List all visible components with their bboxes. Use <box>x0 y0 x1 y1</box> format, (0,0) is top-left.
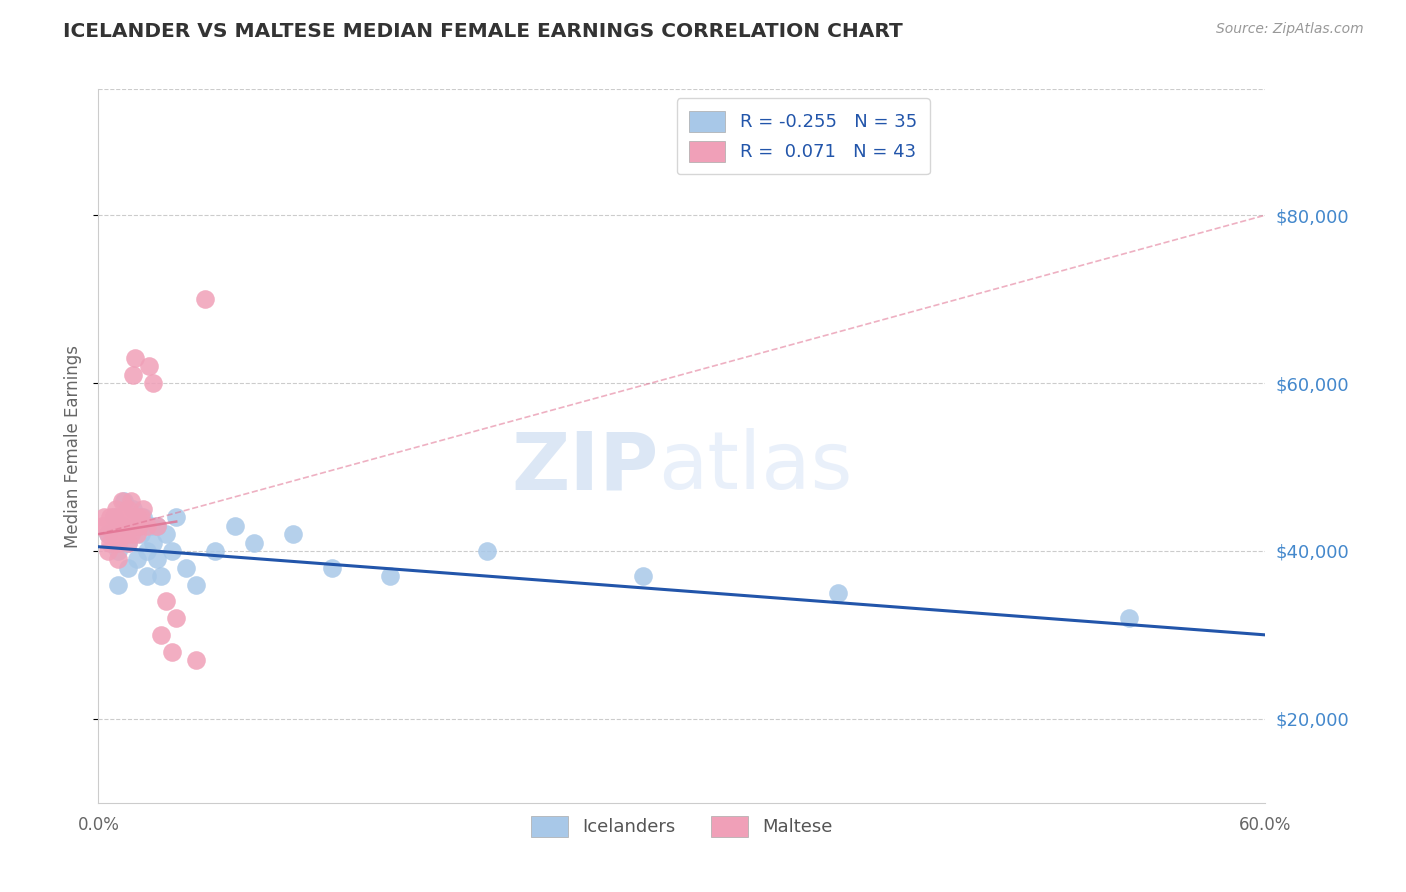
Point <box>111 527 134 541</box>
Point <box>122 368 145 382</box>
Point <box>155 527 177 541</box>
Point <box>97 527 120 541</box>
Y-axis label: Median Female Earnings: Median Female Earnings <box>65 344 83 548</box>
Point <box>194 292 217 306</box>
Point <box>281 527 304 541</box>
Point <box>128 518 150 533</box>
Text: ZIP: ZIP <box>512 428 658 507</box>
Point <box>127 510 149 524</box>
Point <box>112 510 135 524</box>
Point <box>121 527 143 541</box>
Point <box>136 518 159 533</box>
Point <box>139 518 162 533</box>
Point <box>114 527 136 541</box>
Point <box>103 510 125 524</box>
Point <box>142 376 165 390</box>
Point <box>136 569 159 583</box>
Point <box>142 535 165 549</box>
Point <box>111 493 134 508</box>
Point <box>112 518 135 533</box>
Point <box>631 569 654 583</box>
Point <box>129 527 152 541</box>
Point <box>162 645 184 659</box>
Point <box>111 518 134 533</box>
Point <box>827 586 849 600</box>
Point <box>146 518 169 533</box>
Point <box>117 560 139 574</box>
Text: atlas: atlas <box>658 428 853 507</box>
Point <box>1118 611 1140 625</box>
Point <box>321 560 343 574</box>
Point <box>107 544 129 558</box>
Point <box>117 518 139 533</box>
Point <box>155 594 177 608</box>
Point <box>146 518 169 533</box>
Point <box>93 510 115 524</box>
Point <box>165 611 187 625</box>
Point <box>117 535 139 549</box>
Point <box>184 577 207 591</box>
Point <box>162 544 184 558</box>
Point <box>103 527 125 541</box>
Point <box>96 518 118 533</box>
Point <box>127 552 149 566</box>
Point <box>91 518 114 533</box>
Text: Source: ZipAtlas.com: Source: ZipAtlas.com <box>1216 22 1364 37</box>
Point <box>184 653 207 667</box>
Point <box>98 535 121 549</box>
Point <box>124 351 146 365</box>
Point <box>380 569 402 583</box>
Point <box>138 359 160 374</box>
Point <box>146 552 169 566</box>
Point <box>107 518 129 533</box>
Point <box>121 493 143 508</box>
Point <box>132 510 155 524</box>
Point <box>174 560 197 574</box>
Point <box>97 544 120 558</box>
Legend: Icelanders, Maltese: Icelanders, Maltese <box>524 808 839 844</box>
Point <box>136 544 159 558</box>
Point <box>117 535 139 549</box>
Point <box>149 628 172 642</box>
Point <box>165 510 187 524</box>
Point <box>112 493 135 508</box>
Point <box>477 544 499 558</box>
Point <box>224 518 246 533</box>
Point <box>107 577 129 591</box>
Point <box>108 510 131 524</box>
Point <box>107 535 129 549</box>
Point <box>118 510 141 524</box>
Point <box>127 518 149 533</box>
Point <box>107 552 129 566</box>
Point <box>243 535 266 549</box>
Point <box>101 518 124 533</box>
Text: ICELANDER VS MALTESE MEDIAN FEMALE EARNINGS CORRELATION CHART: ICELANDER VS MALTESE MEDIAN FEMALE EARNI… <box>63 22 903 41</box>
Point <box>204 544 226 558</box>
Point <box>127 527 149 541</box>
Point <box>149 569 172 583</box>
Point <box>103 510 125 524</box>
Point <box>98 510 121 524</box>
Point <box>104 502 127 516</box>
Point <box>97 527 120 541</box>
Point <box>117 502 139 516</box>
Point <box>132 502 155 516</box>
Point <box>129 510 152 524</box>
Point <box>122 502 145 516</box>
